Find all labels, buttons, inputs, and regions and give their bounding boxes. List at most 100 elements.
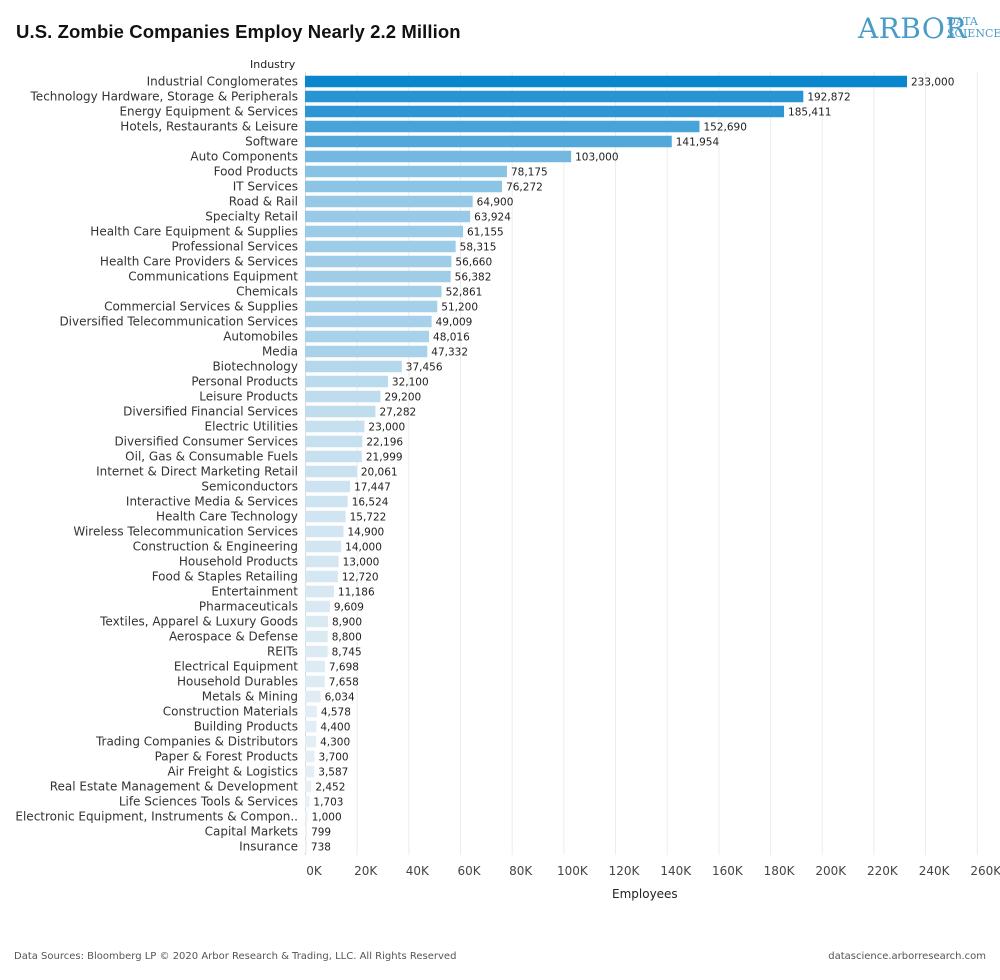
- category-label: Health Care Technology: [156, 510, 298, 524]
- value-label: 14,900: [347, 527, 384, 539]
- value-label: 56,660: [455, 257, 492, 269]
- value-label: 61,155: [467, 227, 504, 239]
- value-label: 7,658: [329, 677, 359, 689]
- x-tick-label: 20K: [354, 864, 378, 878]
- x-tick-label: 80K: [509, 864, 533, 878]
- y-axis-title: Industry: [250, 58, 296, 71]
- value-label: 1,703: [313, 797, 343, 809]
- bar: [305, 810, 308, 823]
- value-label: 27,282: [379, 407, 416, 419]
- x-tick-label: 140K: [660, 864, 692, 878]
- value-label: 22,196: [366, 437, 403, 449]
- category-label: Hotels, Restaurants & Leisure: [120, 120, 298, 134]
- value-label: 21,999: [366, 452, 403, 464]
- category-label: Diversified Financial Services: [123, 405, 298, 419]
- category-label: Personal Products: [191, 375, 298, 389]
- category-label: Air Freight & Logistics: [167, 765, 298, 779]
- category-label: Health Care Equipment & Supplies: [90, 225, 298, 239]
- value-label: 23,000: [368, 422, 405, 434]
- category-label: Communications Equipment: [128, 270, 298, 284]
- value-label: 799: [311, 827, 331, 839]
- category-label: Building Products: [194, 720, 298, 734]
- category-label: Construction Materials: [163, 705, 298, 719]
- value-label: 37,456: [406, 362, 443, 374]
- value-label: 152,690: [704, 122, 747, 134]
- bar: [305, 300, 438, 313]
- category-label: Electrical Equipment: [174, 660, 298, 674]
- value-label: 103,000: [575, 152, 618, 164]
- category-label: Media: [262, 345, 298, 359]
- bar: [305, 420, 365, 433]
- category-label: Metals & Mining: [202, 690, 298, 704]
- category-label: Life Sciences Tools & Services: [119, 795, 298, 809]
- category-label: Diversified Consumer Services: [114, 435, 298, 449]
- bar: [305, 570, 338, 583]
- x-tick-label: 60K: [457, 864, 481, 878]
- category-label: Chemicals: [236, 285, 298, 299]
- bar: [305, 165, 507, 178]
- value-label: 7,698: [329, 662, 359, 674]
- bar: [305, 630, 328, 643]
- value-label: 49,009: [436, 317, 473, 329]
- value-label: 738: [311, 842, 331, 854]
- value-label: 63,924: [474, 212, 511, 224]
- bar: [305, 405, 376, 418]
- value-label: 3,700: [319, 752, 349, 764]
- category-label: Internet & Direct Marketing Retail: [96, 465, 298, 479]
- category-label: Oil, Gas & Consumable Fuels: [125, 450, 298, 464]
- value-label: 58,315: [460, 242, 497, 254]
- category-label: Road & Rail: [229, 195, 298, 209]
- category-label: Food & Staples Retailing: [152, 570, 298, 584]
- value-label: 76,272: [506, 182, 543, 194]
- logo-line1: DATA: [947, 15, 978, 28]
- bar: [305, 270, 451, 283]
- x-tick-label: 180K: [764, 864, 796, 878]
- bar: [305, 510, 346, 523]
- category-label: Semiconductors: [201, 480, 298, 494]
- logo-line2: SCIENCE: [947, 27, 1000, 40]
- value-label: 52,861: [446, 287, 483, 299]
- bar: [305, 495, 348, 508]
- bar: [305, 345, 428, 358]
- category-label: REITs: [267, 645, 298, 659]
- category-label: Electronic Equipment, Instruments & Comp…: [15, 810, 298, 824]
- value-label: 14,000: [345, 542, 382, 554]
- bar: [305, 585, 334, 598]
- category-label: Real Estate Management & Development: [50, 780, 299, 794]
- bar: [305, 690, 321, 703]
- value-label: 12,720: [342, 572, 379, 584]
- bar: [305, 150, 572, 163]
- bar: [305, 825, 308, 838]
- category-label: Aerospace & Defense: [169, 630, 298, 644]
- value-label: 192,872: [807, 92, 850, 104]
- bar: [305, 735, 317, 748]
- bar: [305, 135, 672, 148]
- value-label: 141,954: [676, 137, 720, 149]
- category-label: Professional Services: [171, 240, 298, 254]
- x-tick-label: 0K: [306, 864, 323, 878]
- value-label: 2,452: [315, 782, 345, 794]
- category-label: Trading Companies & Distributors: [95, 735, 298, 749]
- bar: [305, 210, 471, 223]
- x-tick-label: 220K: [867, 864, 899, 878]
- bar: [305, 765, 315, 778]
- category-label: Energy Equipment & Services: [119, 105, 298, 119]
- bar: [305, 180, 503, 193]
- footer-sources: Data Sources: Bloomberg LP © 2020 Arbor …: [14, 951, 457, 962]
- category-label: Pharmaceuticals: [199, 600, 298, 614]
- bar: [305, 675, 325, 688]
- x-axis-title: Employees: [612, 887, 678, 901]
- bar: [305, 795, 310, 808]
- bar: [305, 105, 785, 118]
- category-label: Household Products: [179, 555, 298, 569]
- category-label: Insurance: [239, 840, 298, 854]
- value-label: 11,186: [338, 587, 375, 599]
- bar: [305, 750, 315, 763]
- bar: [305, 540, 342, 553]
- bar: [305, 330, 430, 343]
- value-label: 6,034: [325, 692, 355, 704]
- category-label: IT Services: [233, 180, 298, 194]
- x-tick-label: 240K: [919, 864, 951, 878]
- bar: [305, 225, 464, 238]
- category-label: Automobiles: [223, 330, 298, 344]
